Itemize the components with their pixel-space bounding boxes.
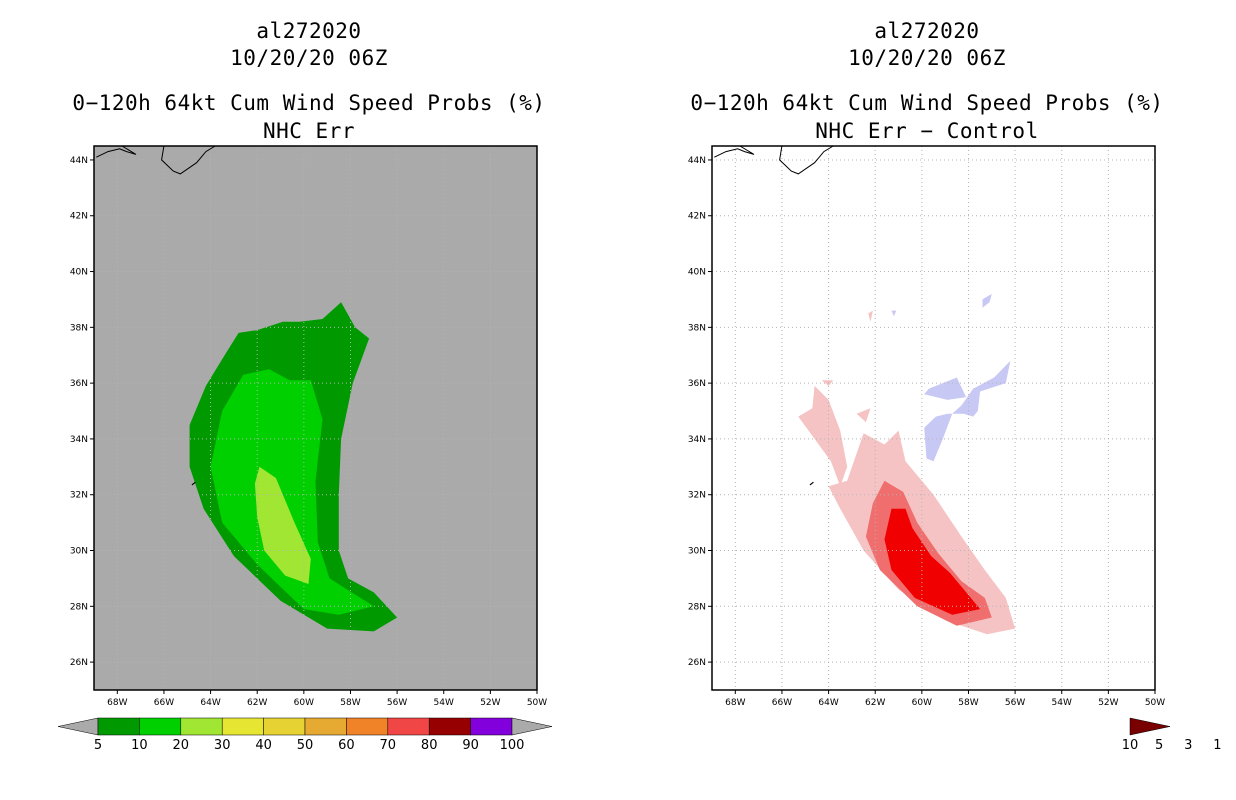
colorbar-swatch — [263, 717, 306, 736]
lat-tick-label: 30N — [70, 547, 88, 557]
datetime-title: 10/20/20 06Z — [848, 46, 1006, 70]
lon-tick-label: 64W — [818, 698, 838, 708]
lon-tick-label: 56W — [1005, 698, 1025, 708]
product-subtitle: NHC Err — [262, 119, 355, 143]
lon-tick-label: 64W — [200, 698, 220, 708]
lat-tick-label: 34N — [688, 435, 706, 445]
panel-left: al272020 10/20/20 06Z 0−120h 64kt Cum Wi… — [57, 19, 553, 753]
colorbar-swatch — [97, 717, 140, 736]
colorbar-label: 1 — [1213, 738, 1221, 753]
lon-tick-label: 50W — [1145, 698, 1165, 708]
lat-tick-label: 44N — [688, 156, 706, 166]
lon-tick-label: 66W — [154, 698, 174, 708]
colorbar-label: 30 — [214, 738, 231, 753]
lat-tick-label: 40N — [688, 268, 706, 278]
contour-−3–−1 — [982, 293, 992, 308]
lon-tick-label: 54W — [434, 698, 454, 708]
contour-−3–−1 — [924, 377, 967, 400]
difference-map: 68W 66W 64W 62W 60W 58W 56W 54W 52W 50W 44N 42N 40N 3… — [688, 145, 1222, 753]
datetime-title: 10/20/20 06Z — [230, 46, 388, 70]
colorbar-label: 100 — [500, 738, 525, 753]
colorbar-label: 5 — [1155, 738, 1163, 753]
panel-right: al272020 10/20/20 06Z 0−120h 64kt Cum Wi… — [618, 0, 1236, 800]
lat-tick-label: 34N — [70, 435, 88, 445]
colorbar-label: 3 — [1184, 738, 1192, 753]
coastline — [161, 145, 216, 175]
product-subtitle: NHC Err − Control — [815, 119, 1039, 143]
colorbar-high-triangle — [1129, 717, 1171, 736]
island-marker — [809, 481, 814, 486]
lat-tick-label: 36N — [688, 379, 706, 389]
storm-id-title: al272020 — [874, 19, 980, 43]
lon-tick-label: 56W — [387, 698, 407, 708]
probability-map: 68W 66W 64W 62W 60W 58W 56W 54W 52W 50W 44N 42N 40N 3… — [57, 145, 553, 753]
colorbar-label: 40 — [255, 738, 272, 753]
colorbar-swatch — [346, 717, 389, 736]
lon-tick-label: 54W — [1052, 698, 1072, 708]
lat-tick-label: 28N — [688, 602, 706, 612]
storm-id-title: al272020 — [256, 19, 362, 43]
lon-tick-label: 68W — [107, 698, 127, 708]
coastline — [714, 145, 755, 158]
lon-tick-label: 58W — [958, 698, 978, 708]
lat-tick-label: 28N — [70, 602, 88, 612]
colorbar-label: 70 — [380, 738, 397, 753]
lat-tick-label: 32N — [688, 491, 706, 501]
product-title: 0−120h 64kt Cum Wind Speed Probs (%) — [690, 91, 1164, 115]
colorbar-label: 60 — [338, 738, 355, 753]
colorbar-swatch — [304, 717, 347, 736]
contour-20–30 — [254, 466, 311, 584]
lat-tick-label: 42N — [688, 212, 706, 222]
colorbar-label: 5 — [94, 738, 102, 753]
product-title: 0−120h 64kt Cum Wind Speed Probs (%) — [72, 91, 546, 115]
contour-10–20 — [210, 369, 374, 615]
coastline — [96, 145, 137, 158]
colorbar-label: 20 — [173, 738, 190, 753]
lat-tick-label: 38N — [70, 323, 88, 333]
lon-tick-label: 50W — [527, 698, 547, 708]
lat-tick-label: 30N — [688, 547, 706, 557]
lat-tick-label: 26N — [688, 658, 706, 668]
lat-tick-label: 32N — [70, 491, 88, 501]
contour-−3–−1 — [924, 360, 1011, 462]
colorbar-label: 80 — [421, 738, 438, 753]
lon-tick-label: 66W — [772, 698, 792, 708]
colorbar-low-triangle — [57, 717, 99, 736]
plot-frame — [93, 145, 538, 691]
contour-1–3 — [856, 408, 871, 423]
lon-tick-label: 52W — [1098, 698, 1118, 708]
lat-tick-label: 38N — [688, 323, 706, 333]
colorbar-high-triangle — [511, 717, 553, 736]
colorbar-swatch — [428, 717, 471, 736]
island-marker — [191, 481, 196, 486]
colorbar-label: 10 — [131, 738, 148, 753]
lon-tick-label: 58W — [340, 698, 360, 708]
contour-5–10 — [884, 508, 981, 615]
plot-frame — [711, 145, 1156, 691]
contour-1–3 — [821, 380, 834, 386]
colorbar-label: 90 — [462, 738, 479, 753]
colorbar-swatch — [139, 717, 182, 736]
lat-tick-label: 36N — [70, 379, 88, 389]
colorbar-swatch — [470, 717, 513, 736]
lon-tick-label: 60W — [294, 698, 314, 708]
lon-tick-label: 62W — [865, 698, 885, 708]
lon-tick-label: 68W — [725, 698, 745, 708]
lon-tick-label: 62W — [247, 698, 267, 708]
lon-tick-label: 60W — [912, 698, 932, 708]
colorbar-swatch — [387, 717, 430, 736]
colorbar-swatch — [221, 717, 264, 736]
coastline — [779, 145, 834, 175]
lat-tick-label: 44N — [70, 156, 88, 166]
lat-tick-label: 40N — [70, 268, 88, 278]
colorbar-swatch — [180, 717, 223, 736]
lat-tick-label: 42N — [70, 212, 88, 222]
colorbar-label: 10 — [1122, 738, 1139, 753]
lon-tick-label: 52W — [480, 698, 500, 708]
contour-−3–−1 — [891, 310, 897, 317]
lat-tick-label: 26N — [70, 658, 88, 668]
colorbar-label: 50 — [297, 738, 314, 753]
contour-1–3 — [868, 310, 873, 322]
contour-1–3 — [798, 385, 848, 487]
